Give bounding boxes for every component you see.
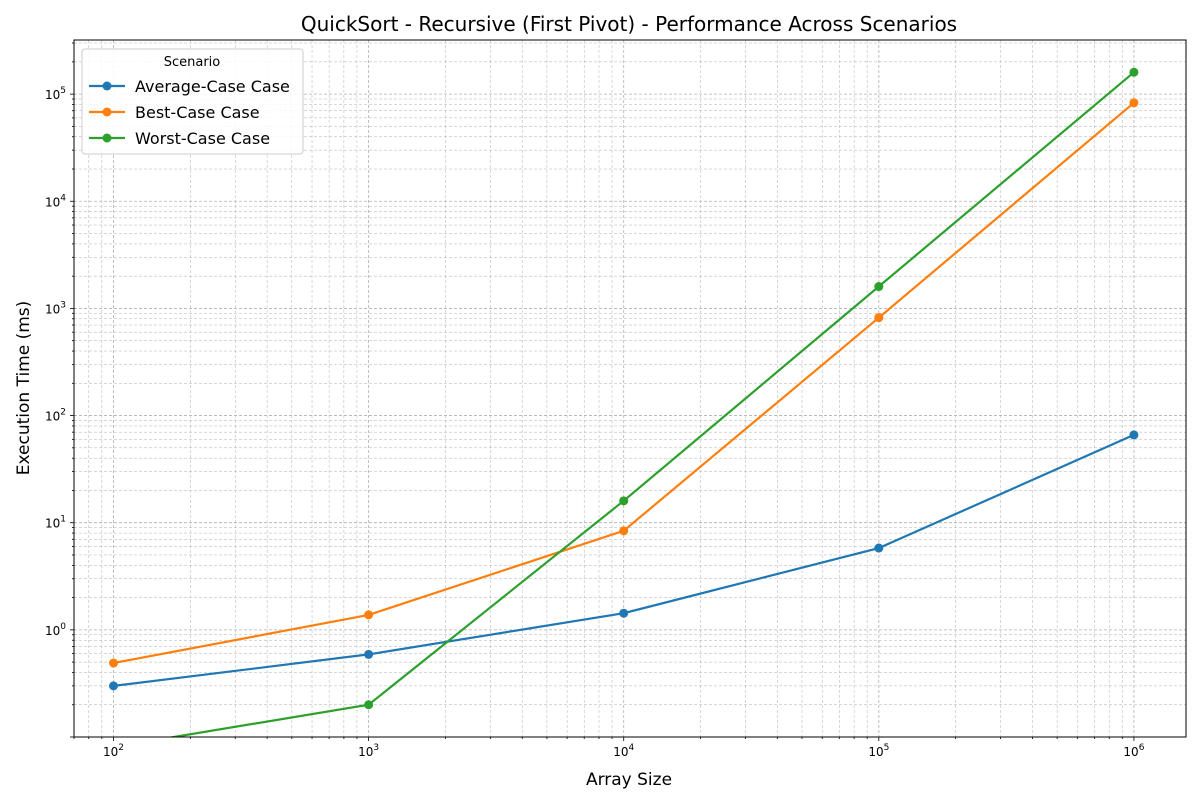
legend-entry: Worst-Case Case	[135, 129, 270, 148]
y-tick-label: 103	[45, 300, 66, 316]
series-2	[109, 98, 1139, 668]
y-tick-label: 102	[45, 408, 66, 424]
data-point	[874, 313, 884, 323]
data-point	[1129, 98, 1139, 108]
legend-marker	[102, 81, 112, 91]
data-point	[364, 610, 374, 620]
legend-entry: Best-Case Case	[135, 103, 260, 122]
legend-title: Scenario	[164, 55, 221, 70]
ticks: 102 103 104 105 106 100 101 102 103 104 105	[45, 42, 1145, 759]
legend: Scenario Average-Case Case Best-Case Case W…	[81, 48, 304, 155]
data-point	[874, 543, 884, 553]
x-tick-label: 105	[868, 743, 889, 759]
plot-frame	[73, 39, 1187, 738]
x-tick-label: 106	[1123, 743, 1144, 759]
y-tick-label: 104	[45, 193, 66, 209]
data-point	[619, 526, 629, 536]
data-point	[874, 282, 884, 292]
data-point	[109, 658, 119, 668]
y-tick-label: 101	[45, 515, 66, 531]
legend-box	[81, 48, 304, 155]
y-tick-label: 100	[45, 622, 66, 638]
x-tick-label: 104	[613, 743, 634, 759]
data-point	[109, 681, 119, 691]
legend-marker	[102, 133, 112, 143]
grid	[73, 40, 1186, 738]
x-tick-label: 103	[358, 743, 379, 759]
chart-title: QuickSort - Recursive (First Pivot) - Pe…	[301, 12, 957, 36]
data-point	[619, 496, 629, 506]
series-1	[109, 430, 1139, 691]
data-point	[1129, 67, 1139, 77]
y-tick-label: 105	[45, 86, 66, 102]
y-axis-label: Execution Time (ms)	[14, 301, 34, 476]
legend-marker	[102, 107, 112, 117]
data-point	[619, 608, 629, 618]
legend-entry: Average-Case Case	[135, 77, 290, 96]
series-layer	[109, 67, 1139, 737]
data-point	[1129, 430, 1139, 440]
data-point	[364, 700, 374, 710]
x-tick-label: 102	[103, 743, 124, 759]
series-3	[167, 67, 1139, 737]
x-axis-label: Array Size	[586, 770, 672, 790]
data-point	[364, 649, 374, 659]
